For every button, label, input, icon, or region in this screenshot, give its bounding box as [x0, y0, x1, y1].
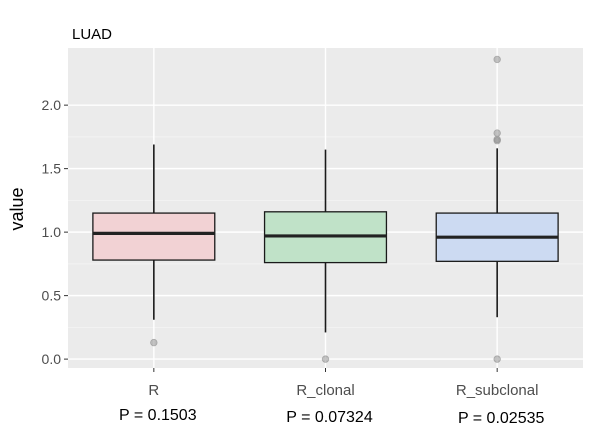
x-tick-label: R_clonal — [296, 382, 354, 399]
x-axis: R R_clonal R_subclonal — [148, 368, 538, 399]
y-tick-label: 0.5 — [42, 288, 62, 304]
outlier-point — [150, 338, 158, 347]
y-tick-label: 2.0 — [42, 97, 62, 113]
iqr-box — [92, 212, 216, 261]
p-value-label: P = 0.1503 — [119, 407, 197, 424]
outlier-point — [493, 355, 501, 363]
box-group — [92, 55, 559, 363]
p-value-label: P = 0.07324 — [286, 409, 373, 426]
y-tick-label: 1.0 — [42, 224, 62, 240]
y-tick-label: 1.5 — [42, 161, 62, 177]
y-tick-label: 0.0 — [42, 351, 62, 367]
outlier-point — [493, 55, 501, 64]
box-r-subclonal — [435, 55, 559, 363]
chart-title: LUAD — [72, 26, 112, 43]
p-value-label: P = 0.02535 — [458, 410, 545, 427]
outlier-point — [321, 355, 330, 363]
box-r — [92, 144, 216, 347]
box-r-clonal — [263, 149, 388, 363]
y-axis-label: value — [7, 187, 27, 230]
x-tick-label: R_subclonal — [456, 382, 539, 399]
outlier-point — [493, 135, 501, 144]
outlier-point — [493, 129, 501, 137]
y-axis: 0.0 0.5 1.0 1.5 2.0 — [42, 97, 68, 367]
p-value-labels: P = 0.1503 P = 0.07324 P = 0.02535 — [119, 407, 544, 427]
x-tick-label: R — [148, 382, 159, 399]
